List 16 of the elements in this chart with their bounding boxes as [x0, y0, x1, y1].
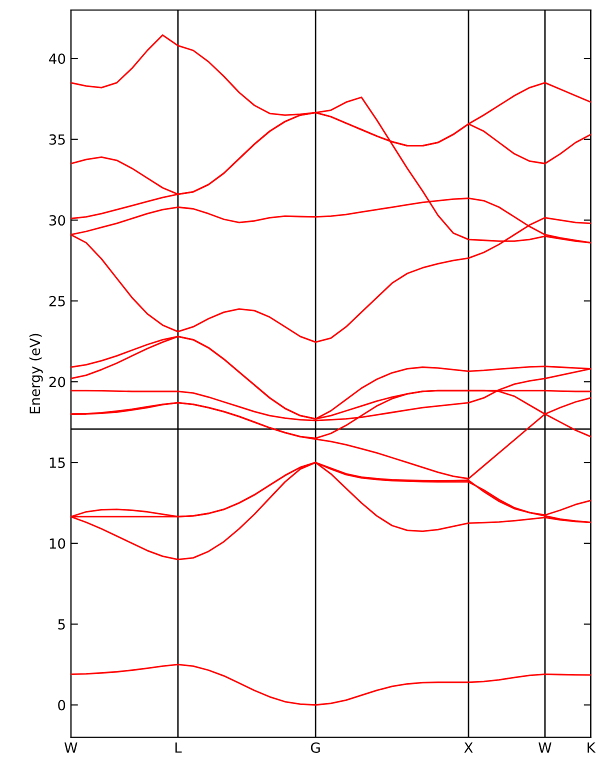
x-tick-label: G: [310, 742, 320, 753]
x-tick-label: K: [588, 742, 596, 753]
x-tick-label: X: [464, 742, 473, 753]
y-tick-label: 20: [49, 376, 66, 388]
y-tick-label: 40: [49, 53, 66, 64]
y-axis-title: Energy (eV): [29, 334, 43, 414]
y-tick-label: 30: [49, 215, 66, 226]
x-tick-label: W: [538, 742, 552, 753]
x-tick-label: W: [64, 742, 78, 753]
y-tick-label: 10: [50, 538, 66, 549]
y-tick-label: 5: [58, 619, 65, 630]
x-tick-label: L: [175, 742, 182, 753]
y-tick-label: 0: [58, 700, 66, 710]
y-tick-label: 15: [50, 458, 65, 468]
y-tick-label: 25: [49, 296, 65, 306]
y-tick-label: 35: [49, 134, 65, 145]
